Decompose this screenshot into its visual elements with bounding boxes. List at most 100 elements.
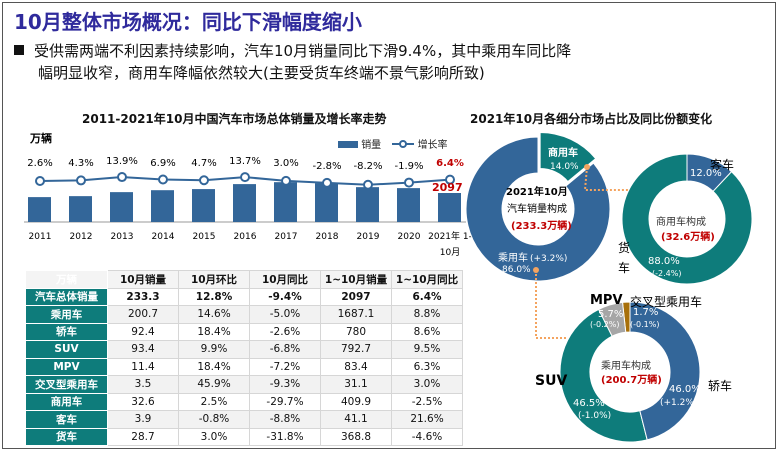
slice-change-passenger: (+3.2%) xyxy=(530,254,568,264)
table-cell: -7.2% xyxy=(249,357,321,376)
growth-point xyxy=(445,174,455,185)
slice-pct-suv: 46.5% xyxy=(573,398,605,409)
slice-pct-bus: 12.0% xyxy=(690,168,722,179)
slice-label-truck: 货车 xyxy=(618,241,631,275)
slice-change-mpv: (-0.2%) xyxy=(590,320,620,329)
table-cell: 9.5% xyxy=(391,340,463,359)
table-cell: 200.7 xyxy=(107,305,179,324)
x-tick-label: 2013 xyxy=(110,232,134,242)
growth-point xyxy=(158,174,168,185)
bar-chart-title: 2011-2021年10月中国汽车市场总体销量及增长率走势 xyxy=(82,112,387,126)
x-tick-label: 2020 xyxy=(397,232,421,242)
slice-pct-sedan: 46.0% xyxy=(669,384,701,395)
growth-point xyxy=(404,177,414,188)
donut1-center-total: (233.3万辆) xyxy=(511,221,572,232)
growth-label: 6.4% xyxy=(436,158,464,169)
x-tick-label: 2018 xyxy=(315,232,339,242)
donut1-center-line1: 2021年10月 xyxy=(506,187,568,198)
table-cell: 8.8% xyxy=(391,305,463,324)
row-label: 货车 xyxy=(25,427,108,446)
donut3-center-total: (200.7万辆) xyxy=(601,375,662,386)
bar xyxy=(438,193,461,222)
table-header-cell: 10月同比 xyxy=(249,270,321,289)
bullet-line-2: 幅明显收窄，商用车降幅依然较大(主要受货车终端不景气影响所致) xyxy=(38,64,485,82)
growth-label: 6.9% xyxy=(150,158,176,169)
slice-label-suv: SUV xyxy=(535,373,568,389)
growth-label: 3.0% xyxy=(273,158,299,169)
table-row: MPV 11.4 18.4% -7.2% 83.4 6.3% xyxy=(25,357,463,376)
growth-label: -2.8% xyxy=(312,161,342,172)
highlight-value: 2097 xyxy=(432,181,463,194)
table-cell: 3.0% xyxy=(178,427,250,446)
x-tick-label: 2012 xyxy=(69,232,93,242)
donut-slice-商用车 xyxy=(539,131,597,183)
bullet-line-1: 受供需两端不利因素持续影响，汽车10月销量同比下滑9.4%，其中乘用车同比降 xyxy=(34,42,572,60)
donut-chart-title: 2021年10月各细分市场占比及同比份额变化 xyxy=(470,112,713,126)
table-cell: -29.7% xyxy=(249,392,321,411)
x-tick-label: 2017 xyxy=(274,232,298,242)
connector-commercial xyxy=(583,166,630,191)
row-label: 汽车总体销量 xyxy=(25,287,108,306)
growth-label: -1.9% xyxy=(394,161,424,172)
table-cell: 780 xyxy=(320,322,392,341)
bar xyxy=(192,189,215,222)
donut-slice-货车 xyxy=(621,153,753,285)
table-cell: -5.0% xyxy=(249,305,321,324)
table-header-cell: 1~10月销量 xyxy=(320,270,392,289)
growth-point xyxy=(76,175,86,186)
table-row: 乘用车 200.7 14.6% -5.0% 1687.1 8.8% xyxy=(25,305,463,324)
bar xyxy=(356,187,379,222)
table-header-cell: 1~10月同比 xyxy=(391,270,463,289)
slice-change-truck: (-2.4%) xyxy=(652,269,682,278)
growth-label: 2.6% xyxy=(27,158,53,169)
slice-pct-mpv: 5.7% xyxy=(598,309,624,320)
table-cell: 18.4% xyxy=(178,322,250,341)
table-cell: 368.8 xyxy=(320,427,392,446)
growth-label: 13.9% xyxy=(106,156,138,167)
table-cell: 2097 xyxy=(320,287,392,306)
x-tick-label: 2019 xyxy=(356,232,380,242)
table-cell: 93.4 xyxy=(107,340,179,359)
growth-point xyxy=(281,175,291,186)
x-tick-label: 2015 xyxy=(192,232,216,242)
x-tick-label: 2011 xyxy=(28,232,52,242)
legend-line-swatch xyxy=(392,140,415,148)
bar xyxy=(315,183,338,222)
growth-point xyxy=(199,175,209,186)
table-cell: 83.4 xyxy=(320,357,392,376)
table-header-cell: 万辆 xyxy=(25,270,108,289)
table-cell: -31.8% xyxy=(249,427,321,446)
x-tick-label: 2014 xyxy=(151,232,175,242)
table-cell: 792.7 xyxy=(320,340,392,359)
table-cell: 233.3 xyxy=(107,287,179,306)
growth-label: 4.3% xyxy=(68,158,94,169)
table-cell: 14.6% xyxy=(178,305,250,324)
growth-label: -8.2% xyxy=(353,161,383,172)
bullet-text: 受供需两端不利因素持续影响，汽车10月销量同比下滑9.4%，其中乘用车同比降 幅… xyxy=(14,40,774,84)
sales-table: 万辆 10月销量 10月环比 10月同比 1~10月销量 1~10月同比 汽车总体销量 233… xyxy=(25,270,463,446)
slice-pct-commercial: 14.0% xyxy=(550,162,579,172)
bar xyxy=(274,182,297,222)
donut-slice-MPV xyxy=(597,301,627,337)
x-tick-label: 2021年 1-10月 xyxy=(428,232,472,258)
table-row: 货车 28.7 3.0% -31.8% 368.8 -4.6% xyxy=(25,427,463,446)
row-label: 商用车 xyxy=(25,392,108,411)
table-row: 交叉型乘用车 3.5 45.9% -9.3% 31.1 3.0% xyxy=(25,375,463,394)
donut3-center-title: 乘用车构成 xyxy=(601,361,651,372)
growth-point xyxy=(240,172,250,183)
row-label: MPV xyxy=(25,357,108,376)
slice-pct-truck: 88.0% xyxy=(648,256,680,267)
growth-label: 4.7% xyxy=(191,158,217,169)
table-header-cell: 10月销量 xyxy=(107,270,179,289)
growth-point xyxy=(35,176,45,186)
donut2-center-title: 商用车构成 xyxy=(656,217,706,228)
growth-point xyxy=(322,177,332,188)
donut1-center-line2: 汽车销量构成 xyxy=(507,204,567,215)
slice-label-bus: 客车 xyxy=(710,158,735,172)
bar xyxy=(397,188,420,222)
bar xyxy=(151,190,174,222)
growth-point xyxy=(363,179,373,190)
table-cell: 11.4 xyxy=(107,357,179,376)
